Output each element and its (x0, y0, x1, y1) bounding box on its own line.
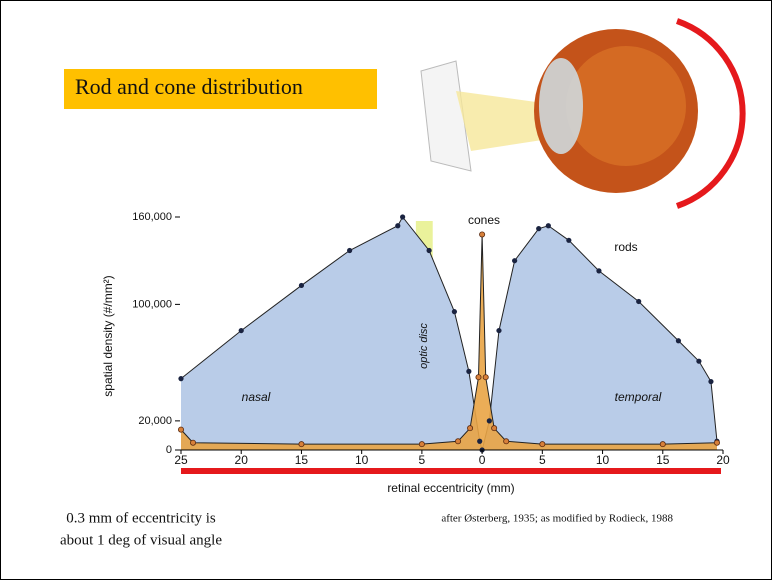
point (708, 379, 713, 384)
point (347, 248, 352, 253)
x-tick-label: 15 (656, 453, 670, 467)
x-tick-label: 0 (479, 453, 486, 467)
x-tick-label: 25 (174, 453, 188, 467)
x-tick-label: 15 (295, 453, 309, 467)
point (178, 427, 183, 432)
caption: about 1 deg of visual angle (60, 532, 222, 548)
point (504, 439, 509, 444)
annotation: temporal (615, 390, 662, 404)
point (696, 359, 701, 364)
series-label: rods (614, 240, 637, 254)
y-tick-label: 160,000 (132, 211, 172, 223)
point (299, 442, 304, 447)
annotation: nasal (242, 390, 271, 404)
eye-illustration (421, 21, 743, 206)
y-tick-label: 100,000 (132, 298, 172, 310)
y-axis-label: spatial density (#/mm²) (101, 275, 115, 396)
point (467, 426, 472, 431)
x-tick-label: 20 (716, 453, 730, 467)
point (512, 258, 517, 263)
series-label: cones (468, 213, 500, 227)
point (596, 268, 601, 273)
x-tick-label: 10 (596, 453, 610, 467)
point (452, 309, 457, 314)
point (483, 375, 488, 380)
point (477, 439, 482, 444)
point (714, 440, 719, 445)
point (476, 375, 481, 380)
y-tick-label: 20,000 (138, 415, 172, 427)
caption: 0.3 mm of eccentricity is (66, 510, 216, 526)
axis-highlight (181, 468, 721, 474)
point (676, 338, 681, 343)
point (636, 299, 641, 304)
point (455, 439, 460, 444)
point (466, 369, 471, 374)
point (400, 214, 405, 219)
point (540, 442, 545, 447)
point (395, 223, 400, 228)
point (178, 376, 183, 381)
point (427, 248, 432, 253)
point (536, 226, 541, 231)
slide: Rod and cone distribution 0.3 mm of ecce… (0, 0, 772, 580)
point (496, 328, 501, 333)
point (480, 232, 485, 237)
point (566, 238, 571, 243)
y-tick-label: 0 (166, 444, 172, 456)
x-tick-label: 5 (539, 453, 546, 467)
x-tick-label: 5 (419, 453, 426, 467)
point (492, 426, 497, 431)
point (190, 440, 195, 445)
point (546, 223, 551, 228)
x-tick-label: 10 (355, 453, 369, 467)
x-tick-label: 20 (235, 453, 249, 467)
point (487, 418, 492, 423)
band-label: optic disc (418, 323, 430, 369)
chart: Rod and cone distribution 0.3 mm of ecce… (1, 1, 771, 579)
point (419, 442, 424, 447)
point (299, 283, 304, 288)
point (239, 328, 244, 333)
x-axis-label: retinal eccentricity (mm) (387, 481, 514, 495)
point (660, 442, 665, 447)
credit: after Østerberg, 1935; as modified by Ro… (441, 513, 673, 525)
slide-title: Rod and cone distribution (75, 74, 303, 99)
